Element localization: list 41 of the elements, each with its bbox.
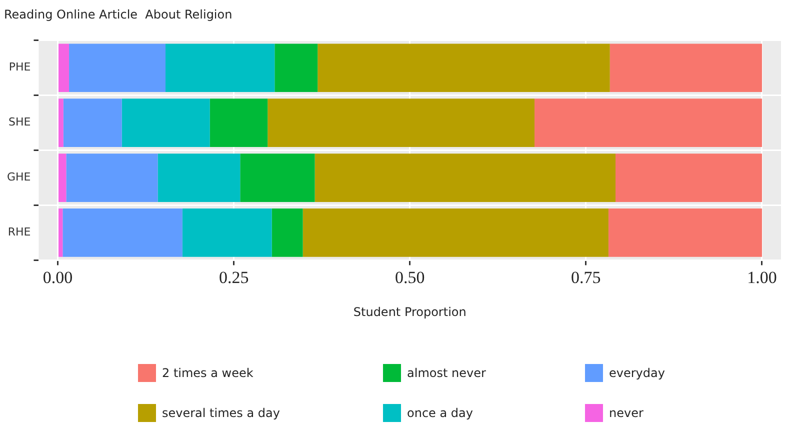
legend-label: never <box>609 406 644 420</box>
bar <box>210 98 268 148</box>
x-tick-label: 1.00 <box>747 268 777 287</box>
chart-title: Reading Online Article About Religion <box>4 7 232 22</box>
bar <box>182 208 272 257</box>
bar <box>66 154 158 202</box>
bar <box>69 44 166 92</box>
x-tick-label: 0.75 <box>571 268 601 287</box>
x-tick-label: 0.25 <box>218 268 249 287</box>
y-tick-label: SHE <box>8 116 31 129</box>
legend-label: almost never <box>407 366 486 380</box>
bar <box>268 98 535 148</box>
bar <box>272 208 303 257</box>
x-axis-title: Student Proportion <box>353 304 466 319</box>
legend-label: everyday <box>609 366 665 380</box>
bar <box>58 98 64 148</box>
legend-label: several times a day <box>162 406 280 420</box>
bar <box>62 208 182 257</box>
bar <box>608 208 762 257</box>
x-tick-label: 0.50 <box>395 268 425 287</box>
bar <box>616 154 762 202</box>
y-tick-label: GHE <box>6 170 31 184</box>
bar <box>534 98 762 148</box>
bar <box>314 154 616 202</box>
legend-label: once a day <box>407 406 473 420</box>
bar <box>274 44 318 92</box>
bar <box>158 154 240 202</box>
bar <box>318 44 610 92</box>
y-tick-label: PHE <box>8 60 31 74</box>
bar <box>166 44 275 92</box>
bar <box>58 154 66 202</box>
legend-label: 2 times a week <box>162 366 254 380</box>
bar <box>58 208 63 257</box>
y-tick-label: RHE <box>8 226 31 239</box>
bar <box>240 154 315 202</box>
bar <box>302 208 608 257</box>
x-tick-label: 0.00 <box>42 268 73 287</box>
bar <box>122 98 210 148</box>
bar <box>58 44 70 92</box>
bar <box>63 98 122 148</box>
bar <box>610 44 762 92</box>
